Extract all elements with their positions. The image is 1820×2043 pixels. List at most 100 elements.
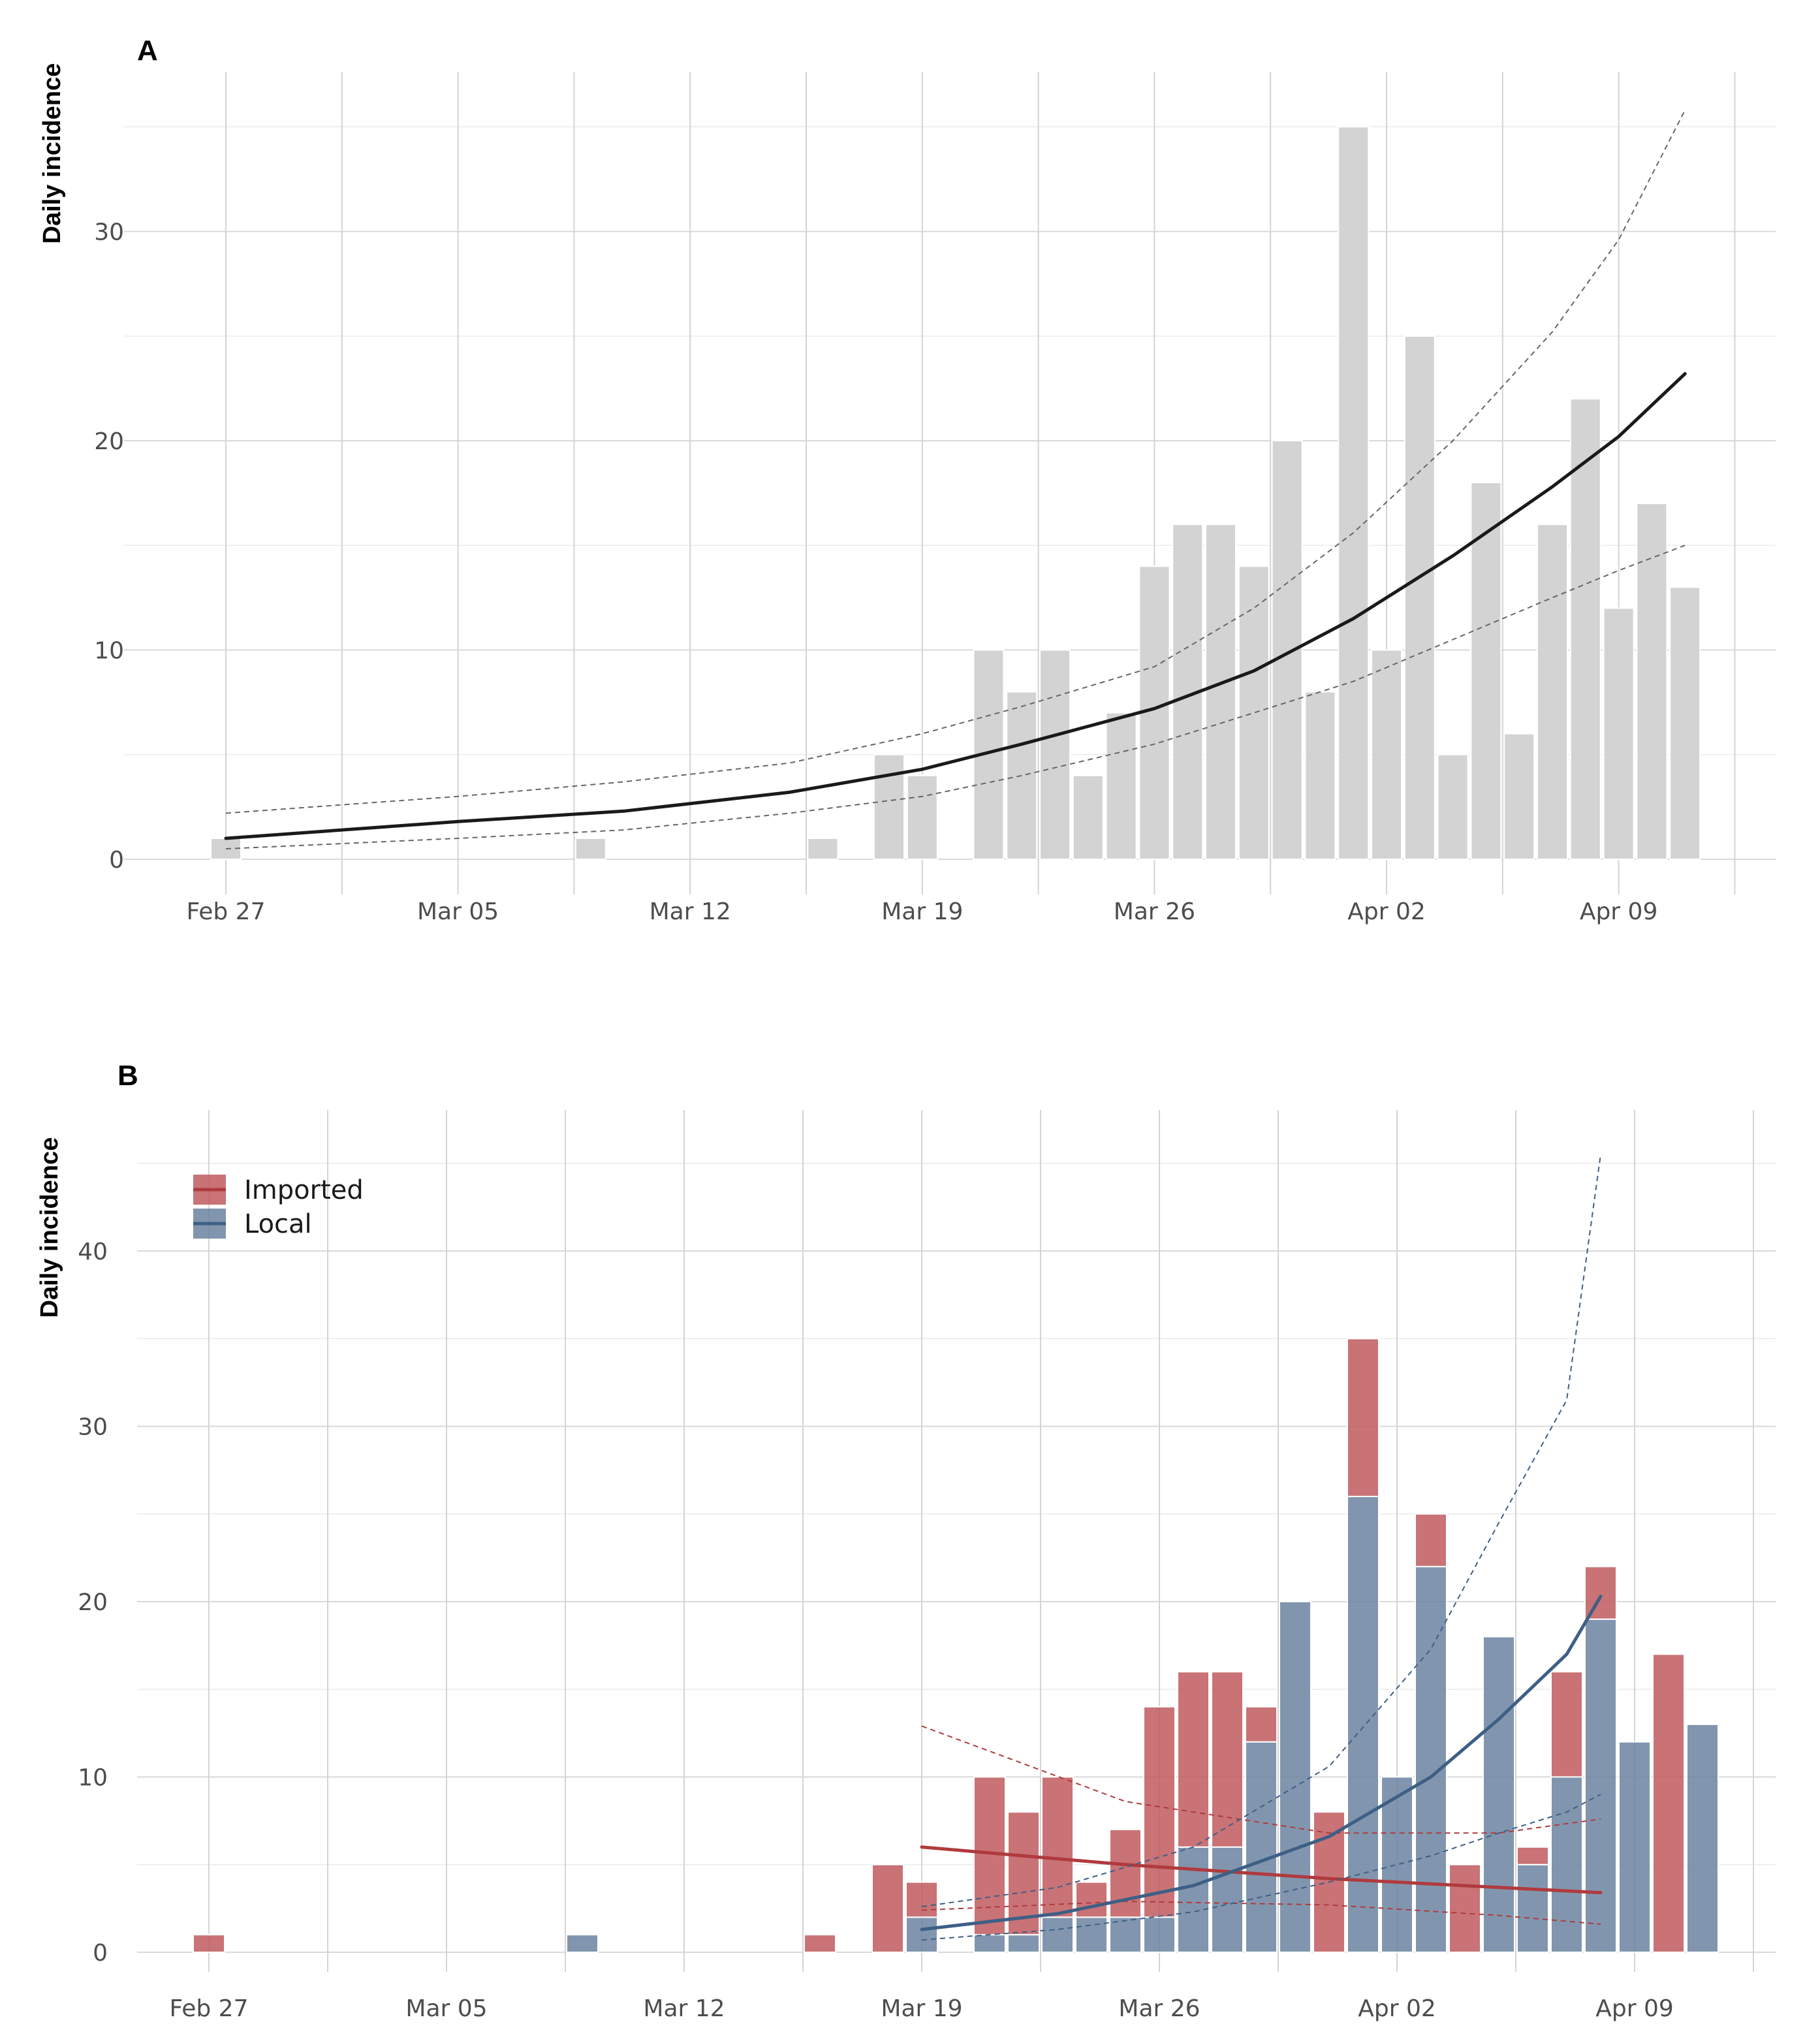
y-tick-label: 0: [109, 847, 124, 874]
bar-incidence: [1072, 774, 1104, 861]
x-tick-label: Mar 26: [1118, 1995, 1200, 2022]
x-tick-label: Apr 09: [1595, 1995, 1674, 2022]
y-tick-label: 30: [94, 219, 124, 246]
bar-local: [1279, 1601, 1311, 1953]
bar-incidence: [574, 837, 606, 860]
y-tick-label: 30: [78, 1414, 108, 1441]
ci-upper-fit: [225, 110, 1686, 814]
bar-local: [1686, 1723, 1719, 1953]
panel-label: A: [137, 35, 158, 67]
x-tick-label: Mar 05: [417, 898, 499, 925]
bar-imported: [804, 1934, 836, 1953]
bar-imported: [1041, 1776, 1074, 1918]
bar-incidence: [807, 837, 839, 860]
bar-incidence: [1238, 565, 1270, 860]
y-axis-title: Daily incidence: [36, 1137, 63, 1318]
bar-local: [1177, 1846, 1210, 1953]
bar-incidence: [1371, 649, 1402, 860]
y-tick-label: 40: [78, 1239, 108, 1265]
legend: Imported Local: [193, 1175, 364, 1239]
bar-local: [1550, 1776, 1583, 1953]
fit-line-local: [920, 1594, 1603, 1931]
y-tick-label: 10: [94, 638, 124, 665]
y-tick-label: 20: [94, 428, 124, 455]
bar-incidence: [1338, 126, 1370, 860]
panel-a: 0 10 20 30 Feb 27 Mar 05 Mar 12 Mar 19 Mar 26 Apr…: [39, 35, 1776, 925]
bar-incidence: [973, 649, 1005, 860]
bar-incidence: [1569, 398, 1601, 860]
x-tick-label: Mar 05: [405, 1995, 487, 2022]
bar-local: [1007, 1934, 1040, 1953]
y-tick-label: 0: [93, 1940, 108, 1967]
bar-local: [1483, 1636, 1515, 1953]
bar-imported: [193, 1934, 225, 1953]
bar-local: [1618, 1741, 1651, 1954]
bar-local: [1381, 1776, 1413, 1953]
bar-local: [1584, 1618, 1617, 1954]
bar-incidence: [1503, 733, 1535, 860]
bar-incidence: [1304, 691, 1336, 860]
bar-incidence: [1636, 503, 1668, 860]
x-tick-label: Feb 27: [170, 1995, 249, 2022]
bar-incidence: [906, 774, 938, 861]
bar-local: [1075, 1916, 1108, 1954]
bar-local: [1347, 1495, 1379, 1953]
legend-label: Imported: [244, 1175, 364, 1205]
bar-incidence: [1669, 586, 1701, 860]
bar-incidence: [1404, 335, 1436, 860]
x-tick-label: Mar 19: [881, 898, 963, 925]
bar-local: [1143, 1916, 1176, 1954]
bar-imported: [973, 1776, 1006, 1936]
x-tick-label: Apr 02: [1358, 1995, 1436, 2022]
bar-imported: [1449, 1863, 1481, 1953]
bar-imported: [1109, 1829, 1142, 1918]
bar-imported: [1415, 1513, 1447, 1568]
bar-incidence: [1603, 607, 1635, 861]
bar-imported: [871, 1863, 904, 1953]
bar-local: [1245, 1741, 1278, 1954]
bar-imported: [1550, 1671, 1583, 1778]
x-tick-label: Mar 12: [650, 898, 731, 925]
bar-local: [566, 1934, 599, 1953]
bar-local: [1211, 1846, 1244, 1953]
ci-upper-local: [921, 1154, 1601, 1908]
legend-label: Local: [244, 1209, 312, 1239]
bar-imported: [905, 1881, 938, 1918]
x-tick-label: Apr 02: [1347, 898, 1426, 925]
bar-imported: [1652, 1653, 1685, 1954]
bar-incidence: [873, 753, 905, 860]
bar-imported: [1007, 1811, 1040, 1936]
bar-incidence: [1537, 524, 1568, 860]
x-tick-label: Apr 09: [1580, 898, 1658, 925]
panel-label: B: [118, 1060, 138, 1092]
x-tick-label: Feb 27: [187, 898, 266, 925]
bar-local: [1516, 1863, 1549, 1953]
bar-incidence: [1006, 691, 1038, 860]
bar-incidence: [1039, 649, 1071, 860]
panel-b: 0 10 20 30 40 Feb 27 Mar 05 Mar 12 Mar 19 Mar 26 A…: [36, 1060, 1776, 2022]
fit-line-fit: [224, 372, 1687, 840]
y-axis-title: Daily incidence: [39, 63, 66, 244]
bar-incidence: [1205, 524, 1236, 860]
y-tick-label: 20: [78, 1589, 108, 1616]
bar-imported: [1347, 1338, 1379, 1497]
bar-imported: [1584, 1566, 1617, 1620]
ci-lower-fit: [225, 545, 1686, 849]
bar-incidence: [1271, 440, 1303, 860]
bar-incidence: [1470, 482, 1502, 860]
bar-local: [1415, 1566, 1447, 1954]
ci-upper-imported: [921, 1725, 1601, 1834]
bar-imported: [1075, 1881, 1108, 1918]
bar-incidence: [1105, 712, 1137, 861]
bar-local: [905, 1916, 938, 1954]
x-tick-label: Mar 26: [1114, 898, 1195, 925]
fit-line-imported: [920, 1845, 1603, 1895]
bar-imported: [1143, 1706, 1176, 1918]
bar-imported: [1516, 1846, 1549, 1865]
x-tick-label: Mar 19: [881, 1995, 962, 2022]
bar-incidence: [1437, 753, 1469, 860]
ci-lower-local: [921, 1794, 1601, 1941]
bar-imported: [1245, 1706, 1278, 1743]
